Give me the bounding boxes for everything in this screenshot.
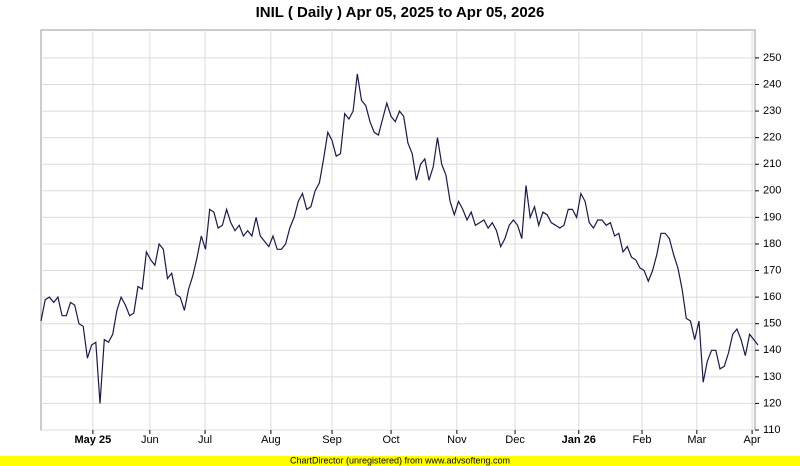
y-tick-label: 210: [763, 158, 781, 170]
y-tick-label: 150: [763, 318, 781, 330]
y-tick-label: 220: [763, 132, 781, 144]
x-tick-label: May 25: [75, 434, 112, 446]
footer-bar: [0, 456, 800, 466]
y-tick-label: 130: [763, 371, 781, 383]
y-tick-label: 120: [763, 397, 781, 409]
x-tick-label: Jun: [141, 434, 159, 446]
y-tick-label: 180: [763, 238, 781, 250]
x-tick-label: Mar: [687, 434, 706, 446]
y-tick-label: 230: [763, 105, 781, 117]
y-tick-label: 190: [763, 211, 781, 223]
x-tick-label: Nov: [447, 434, 467, 446]
price-line: [40, 73, 759, 404]
y-tick-label: 250: [763, 52, 781, 64]
y-tick-label: 160: [763, 291, 781, 303]
footer: ChartDirector (unregistered) from www.ad…: [290, 455, 510, 465]
x-tick-label: Aug: [261, 434, 281, 446]
y-tick-label: 240: [763, 78, 781, 90]
x-tick-label: Apr: [744, 434, 761, 446]
chart-title: INIL ( Daily ) Apr 05, 2025 to Apr 05, 2…: [256, 4, 545, 21]
y-tick-label: 110: [763, 424, 781, 436]
x-tick-label: Sep: [322, 434, 342, 446]
x-tick-label: Feb: [633, 434, 652, 446]
x-tick-label: Jan 26: [562, 434, 596, 446]
plot-area: [40, 29, 756, 431]
x-tick-label: Dec: [505, 434, 525, 446]
y-tick-label: 200: [763, 185, 781, 197]
y-tick-label: 140: [763, 344, 781, 356]
x-tick-label: Oct: [383, 434, 400, 446]
y-tick-label: 170: [763, 264, 781, 276]
x-tick-label: Jul: [198, 434, 212, 446]
